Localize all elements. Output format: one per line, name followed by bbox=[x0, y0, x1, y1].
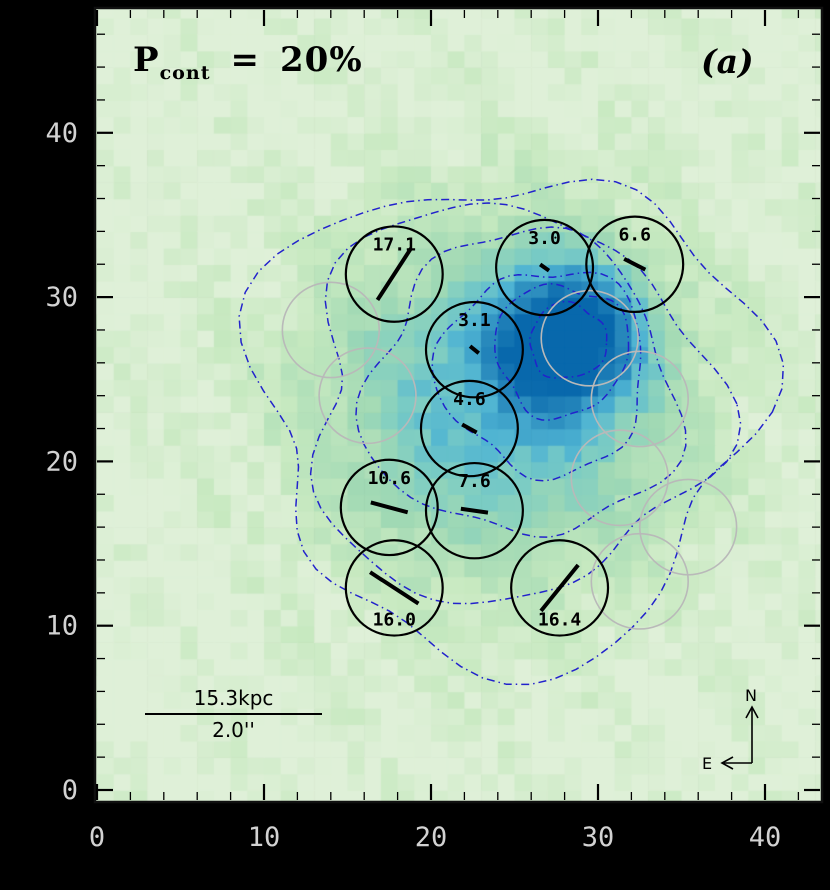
aperture-value: 17.1 bbox=[373, 234, 416, 255]
aperture: 17.1 bbox=[344, 225, 444, 323]
aperture-circle bbox=[344, 539, 444, 637]
aperture-value: 16.0 bbox=[373, 610, 416, 631]
y-tick-label: 0 bbox=[62, 775, 78, 806]
p-symbol: P bbox=[133, 40, 160, 80]
x-tick-label: 0 bbox=[89, 822, 105, 853]
reference-aperture-circle bbox=[318, 347, 417, 445]
aperture: 3.1 bbox=[424, 300, 524, 399]
intensity-map bbox=[95, 8, 822, 802]
y-tick-label: 20 bbox=[45, 446, 78, 477]
aperture-circle bbox=[424, 300, 524, 399]
aperture: 16.0 bbox=[344, 539, 444, 637]
reference-aperture-circle bbox=[570, 429, 669, 527]
scale-bar-arcsec: 2.0'' bbox=[212, 718, 255, 742]
aperture-value: 4.6 bbox=[453, 389, 486, 410]
polarization-vector bbox=[370, 500, 409, 515]
aperture-circle bbox=[344, 225, 444, 323]
polarization-vector bbox=[369, 570, 420, 606]
aperture: 10.6 bbox=[339, 458, 439, 557]
compass-arrows-icon bbox=[720, 705, 759, 770]
polarization-vector bbox=[461, 422, 478, 435]
y-tick-label: 40 bbox=[45, 118, 78, 149]
contour-level bbox=[355, 226, 687, 538]
panel-label: (a) bbox=[701, 42, 754, 81]
aperture: 4.6 bbox=[419, 379, 519, 478]
polarization-vector bbox=[375, 247, 413, 302]
aperture-circle bbox=[424, 461, 524, 560]
polarization-vector bbox=[460, 506, 489, 515]
reference-apertures bbox=[281, 281, 738, 630]
aperture-circle bbox=[495, 218, 595, 317]
reference-aperture-circle bbox=[590, 532, 689, 630]
aperture-value: 6.6 bbox=[618, 225, 651, 246]
axis-ticks bbox=[95, 10, 820, 800]
compass: N E bbox=[688, 686, 773, 773]
y-tick-label: 10 bbox=[45, 611, 78, 642]
contour-level bbox=[529, 300, 608, 379]
x-tick-label: 20 bbox=[415, 822, 448, 853]
aperture-circle bbox=[419, 379, 519, 478]
contour-level bbox=[431, 271, 642, 482]
aperture-value: 3.1 bbox=[458, 310, 491, 331]
aperture-circle bbox=[339, 458, 439, 557]
contour-level bbox=[309, 202, 742, 605]
east-label: E bbox=[702, 754, 713, 773]
reference-aperture-circle bbox=[638, 478, 738, 576]
p-value: 20% bbox=[280, 40, 363, 80]
aperture-value: 16.4 bbox=[538, 610, 582, 631]
equals-sign: = bbox=[230, 40, 260, 80]
aperture: 7.6 bbox=[424, 461, 524, 560]
p-subscript: cont bbox=[159, 61, 211, 84]
x-tick-label: 40 bbox=[749, 822, 782, 853]
x-tick-label: 30 bbox=[582, 822, 615, 853]
polarization-vector bbox=[539, 563, 580, 613]
polarization-vector bbox=[538, 262, 551, 273]
aperture-value: 7.6 bbox=[458, 471, 491, 492]
contour-level bbox=[238, 178, 785, 686]
aperture-value: 10.6 bbox=[368, 468, 411, 489]
aperture: 6.6 bbox=[585, 215, 685, 313]
contour-level bbox=[494, 282, 630, 421]
intensity-contours bbox=[238, 178, 785, 686]
aperture: 16.4 bbox=[510, 539, 610, 637]
aperture: 3.0 bbox=[495, 218, 595, 317]
scale-bar-kpc: 15.3kpc bbox=[193, 686, 274, 710]
aperture-value: 3.0 bbox=[528, 228, 561, 249]
aperture-circle bbox=[510, 539, 610, 637]
north-label: N bbox=[745, 686, 757, 705]
measurement-apertures: 17.1 3.0 6.6 3.1 4.6 10.6 7.6 16.0 16.4 bbox=[339, 215, 685, 637]
aperture-circle bbox=[585, 215, 685, 313]
y-tick-label: 30 bbox=[45, 282, 78, 313]
polarization-vector bbox=[468, 344, 481, 355]
reference-aperture-circle bbox=[590, 350, 689, 448]
polarization-vector bbox=[623, 257, 647, 272]
reference-aperture-circle bbox=[540, 289, 639, 387]
scale-bar: 15.3kpc 2.0'' bbox=[145, 686, 322, 742]
x-tick-label: 10 bbox=[248, 822, 281, 853]
reference-aperture-circle bbox=[281, 281, 381, 379]
p-cont-label: Pcont = 20% bbox=[133, 40, 363, 84]
scale-bar-line bbox=[145, 713, 322, 715]
plot-frame bbox=[93, 6, 824, 804]
